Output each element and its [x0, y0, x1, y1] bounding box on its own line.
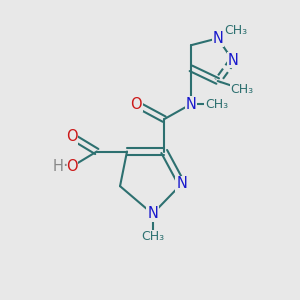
- Text: O: O: [66, 129, 78, 144]
- Text: N: N: [176, 176, 187, 191]
- Text: N: N: [212, 31, 223, 46]
- Text: N: N: [227, 53, 238, 68]
- Text: CH₃: CH₃: [141, 230, 164, 244]
- Text: O: O: [130, 97, 142, 112]
- Text: N: N: [185, 97, 197, 112]
- Text: CH₃: CH₃: [230, 82, 254, 96]
- Text: O: O: [66, 159, 78, 174]
- Text: CH₃: CH₃: [205, 98, 228, 111]
- Text: H: H: [53, 159, 64, 174]
- Text: ·: ·: [62, 157, 68, 175]
- Text: CH₃: CH₃: [225, 24, 248, 37]
- Text: N: N: [147, 206, 158, 221]
